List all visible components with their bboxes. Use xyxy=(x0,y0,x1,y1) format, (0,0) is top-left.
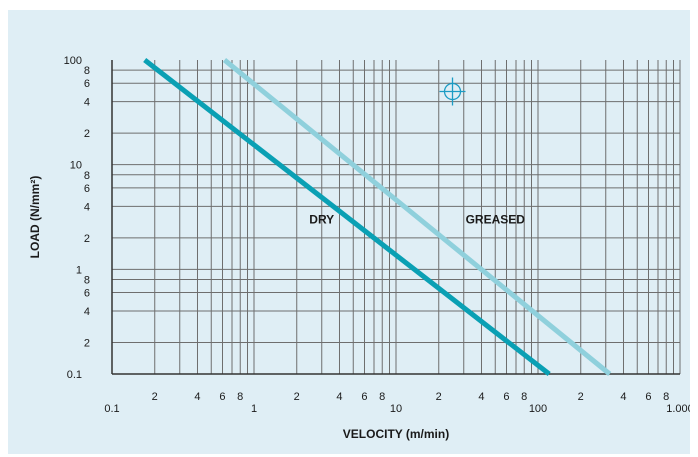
x-axis-title: VELOCITY (m/min) xyxy=(343,427,449,441)
x-tick-label: 1 xyxy=(251,403,257,415)
x-tick-label: 0.1 xyxy=(104,403,119,415)
y-tick-label: 4 xyxy=(84,306,90,318)
x-tick-label: 6 xyxy=(645,391,651,403)
x-tick-label: 8 xyxy=(521,391,527,403)
y-tick-label: 6 xyxy=(84,183,90,195)
x-tick-label: 6 xyxy=(361,391,367,403)
x-tick-label: 2 xyxy=(152,391,158,403)
y-tick-label: 8 xyxy=(84,274,90,286)
y-tick-label: 2 xyxy=(84,233,90,245)
y-tick-label: 1 xyxy=(76,264,82,276)
marker-layer xyxy=(439,77,466,106)
series-labels: DRY GREASED xyxy=(309,212,525,226)
series-label-greased: GREASED xyxy=(466,212,526,226)
y-tick-label: 8 xyxy=(84,65,90,77)
series-line-dry xyxy=(143,58,551,376)
x-tick-label: 2 xyxy=(294,391,300,403)
x-tick-label: 4 xyxy=(478,391,484,403)
x-tick-label: 8 xyxy=(663,391,669,403)
x-tick-label: 6 xyxy=(219,391,225,403)
series-line-greased xyxy=(222,58,612,376)
series-layer xyxy=(143,58,612,376)
grid xyxy=(111,60,681,375)
y-tick-label: 0.1 xyxy=(67,369,82,381)
x-tick-label: 4 xyxy=(194,391,200,403)
y-tick-label: 10 xyxy=(70,160,82,172)
x-tick-label: 8 xyxy=(237,391,243,403)
y-tick-label: 4 xyxy=(84,201,90,213)
y-tick-label: 4 xyxy=(84,97,90,109)
x-tick-label: 4 xyxy=(336,391,342,403)
x-tick-label: 8 xyxy=(379,391,385,403)
x-tick-label: 4 xyxy=(620,391,626,403)
x-tick-label: 6 xyxy=(503,391,509,403)
y-axis-title: LOAD (N/mm²) xyxy=(28,176,42,259)
y-tick-label: 2 xyxy=(84,337,90,349)
x-tick-label: 100 xyxy=(529,403,547,415)
y-tick-label: 8 xyxy=(84,170,90,182)
y-tick-label: 6 xyxy=(84,78,90,90)
series-label-dry: DRY xyxy=(309,212,334,226)
x-tick-label: 2 xyxy=(578,391,584,403)
x-tick-label: 2 xyxy=(436,391,442,403)
y-tick-label: 6 xyxy=(84,288,90,300)
x-tick-label: 1.000 xyxy=(666,403,690,415)
y-tick-label: 2 xyxy=(84,128,90,140)
crosshair-icon xyxy=(439,77,466,106)
x-tick-label: 10 xyxy=(390,403,402,415)
y-tick-label: 100 xyxy=(64,55,82,67)
